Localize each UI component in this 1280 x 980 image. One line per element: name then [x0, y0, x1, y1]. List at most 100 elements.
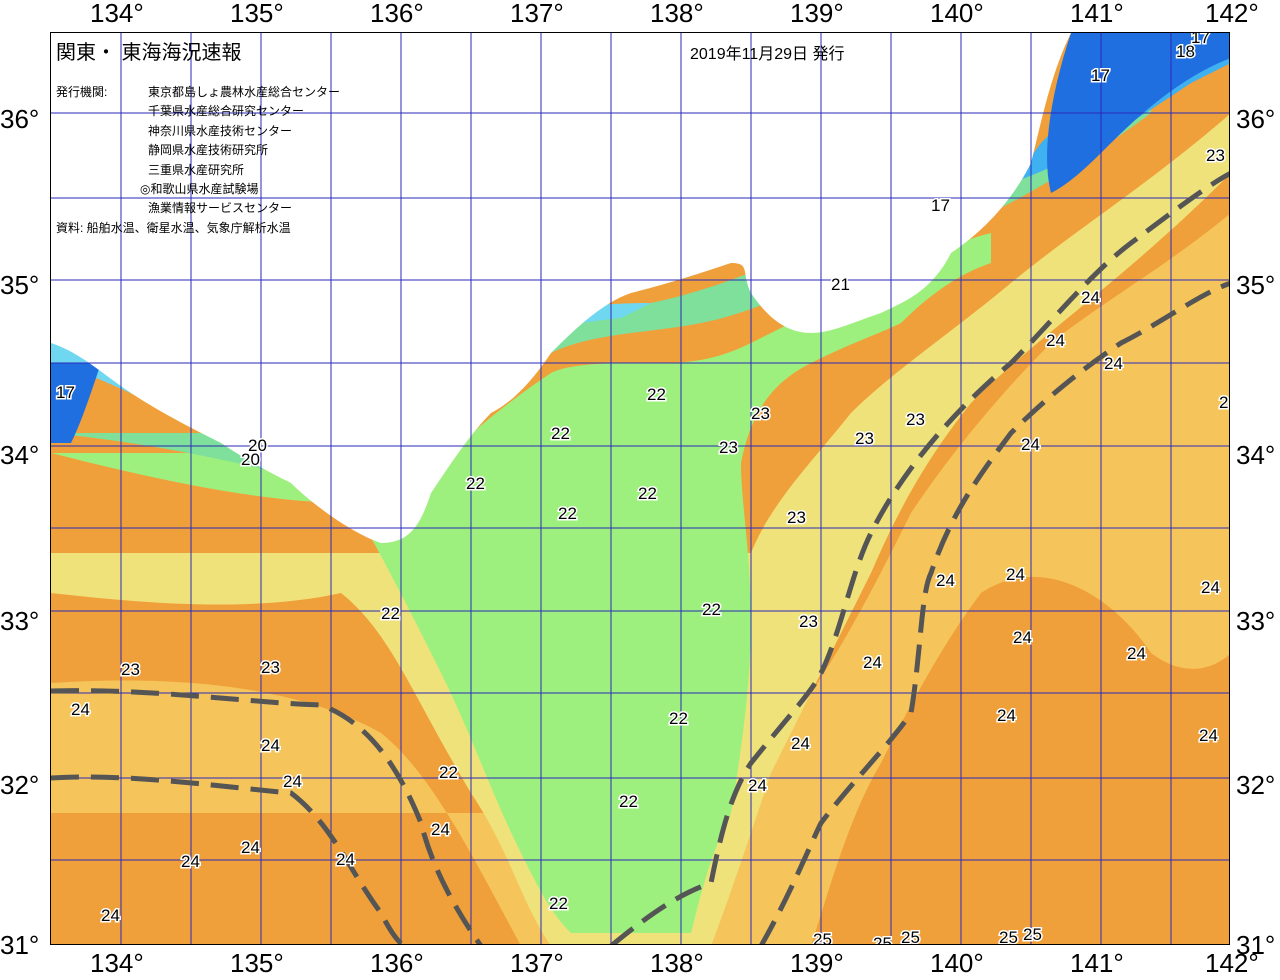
temp-label: 23: [261, 658, 280, 677]
temp-label: 23: [121, 660, 140, 679]
temp-label: 22: [647, 385, 666, 404]
temp-label: 24: [1006, 565, 1025, 584]
lon-label: 134°: [90, 948, 144, 978]
temp-label: 23: [906, 410, 925, 429]
temp-zone-22: [51, 233, 991, 933]
lon-label: 140°: [930, 948, 984, 978]
lon-label: 138°: [650, 948, 704, 978]
issue-date: 2019年11月29日 発行: [690, 46, 845, 63]
temp-label: 24: [997, 706, 1016, 725]
lat-label: 35°: [0, 270, 40, 300]
temp-label: 23: [855, 429, 874, 448]
data-source: 資料: 船舶水温、衛星水温、気象庁解析水温: [56, 221, 291, 235]
temp-label: 25: [873, 934, 892, 945]
temp-label: 24: [1013, 628, 1032, 647]
temp-label: 24: [283, 772, 302, 791]
lon-label: 135°: [230, 0, 284, 28]
publisher-item: 漁業情報サービスセンター: [148, 201, 293, 216]
temp-label: 20: [248, 436, 267, 455]
lon-label: 135°: [230, 948, 284, 978]
publisher-item: 千葉県水産総合研究センター: [148, 104, 305, 119]
publisher-item: ◎和歌山県水産試験場: [140, 182, 259, 197]
temp-label: 24: [1127, 644, 1146, 663]
temp-zone-20b: [471, 303, 651, 353]
lon-label: 137°: [510, 948, 564, 978]
temp-label: 22: [619, 792, 638, 811]
land-honshu: [51, 33, 1071, 543]
temp-label: 23: [787, 508, 806, 527]
temp-label: 22: [558, 504, 577, 523]
lat-label: 36°: [0, 104, 40, 134]
lon-label: 139°: [790, 0, 844, 28]
temp-label: 17: [1091, 66, 1110, 85]
temp-label: 24: [1199, 726, 1218, 745]
temp-label: 24: [431, 820, 450, 839]
publisher-item: 三重県水産研究所: [148, 162, 245, 177]
publisher-list: 発行機関: 東京都島しょ農林水産総合センター 千葉県水産総合研究センター 神奈川県…: [56, 83, 340, 219]
lat-label: 32°: [1236, 770, 1276, 800]
temp-label: 23: [799, 612, 818, 631]
publisher-item: 東京都島しょ農林水産総合センター: [148, 85, 341, 99]
lat-label: 33°: [1236, 606, 1276, 636]
temp-label: 22: [638, 484, 657, 503]
lon-label: 142°: [1205, 948, 1259, 978]
temp-label: 25: [1023, 925, 1042, 944]
lon-label: 139°: [790, 948, 844, 978]
lon-label: 140°: [930, 0, 984, 28]
temp-label: 23: [751, 404, 770, 423]
temp-label: 24: [748, 776, 767, 795]
temp-label: 24: [261, 736, 280, 755]
lon-label: 138°: [650, 0, 704, 28]
temp-label: 24: [1021, 435, 1040, 454]
temp-label: 17: [56, 383, 75, 402]
publisher-label: 発行機関:: [56, 85, 108, 99]
temp-label: 22: [549, 894, 568, 913]
publisher-item: 静岡県水産技術研究所: [148, 143, 269, 158]
map-title: 関東・ 東海海況速報: [56, 42, 242, 64]
lat-label: 36°: [1236, 104, 1276, 134]
land-boso: [909, 181, 961, 263]
temp-label: 18: [1176, 42, 1195, 61]
lon-label: 136°: [370, 948, 424, 978]
temp-label: 24: [181, 852, 200, 871]
temp-label: 24: [1219, 393, 1230, 412]
grid-lines: [51, 33, 1229, 944]
lat-label: 31°: [0, 930, 40, 960]
lat-label: 35°: [1236, 270, 1276, 300]
temp-label: 22: [381, 604, 400, 623]
temp-label: 22: [439, 763, 458, 782]
temp-label: 21: [831, 275, 850, 294]
temp-label: 22: [466, 474, 485, 493]
temp-label: 24: [101, 906, 120, 925]
publisher-item: 神奈川県水産技術センター: [148, 123, 293, 138]
temp-label: 24: [936, 571, 955, 590]
lon-label: 141°: [1070, 0, 1124, 28]
temperature-labels: 17 17 18 17 17 20 20 21 22 22 22 22 22 2…: [55, 33, 1230, 945]
kuroshio-axis: [51, 171, 1229, 944]
lon-label: 137°: [510, 0, 564, 28]
temp-label: 24: [1081, 288, 1100, 307]
temp-label: 25: [901, 928, 920, 945]
temp-zone-17-west: [51, 363, 101, 443]
temp-label: 22: [669, 709, 688, 728]
temp-label: 24: [1201, 578, 1220, 597]
lat-label: 34°: [0, 440, 40, 470]
temp-label: 23: [1206, 146, 1225, 165]
map-canvas: 17 17 18 17 17 20 20 21 22 22 22 22 22 2…: [51, 33, 1230, 945]
lat-label: 34°: [1236, 440, 1276, 470]
lon-label: 142°: [1205, 0, 1259, 28]
temp-label: 17: [931, 196, 950, 215]
temp-label: 17: [1191, 33, 1210, 47]
temp-label: 24: [863, 653, 882, 672]
temp-label: 25: [813, 930, 832, 945]
temp-label: 24: [71, 700, 90, 719]
lat-label: 33°: [0, 606, 40, 636]
temp-label: 24: [336, 850, 355, 869]
temp-label: 24: [791, 734, 810, 753]
temp-label: 22: [702, 600, 721, 619]
temp-label: 25: [999, 928, 1018, 945]
temp-label: 24: [241, 838, 260, 857]
lon-label: 134°: [90, 0, 144, 28]
lon-label: 141°: [1070, 948, 1124, 978]
